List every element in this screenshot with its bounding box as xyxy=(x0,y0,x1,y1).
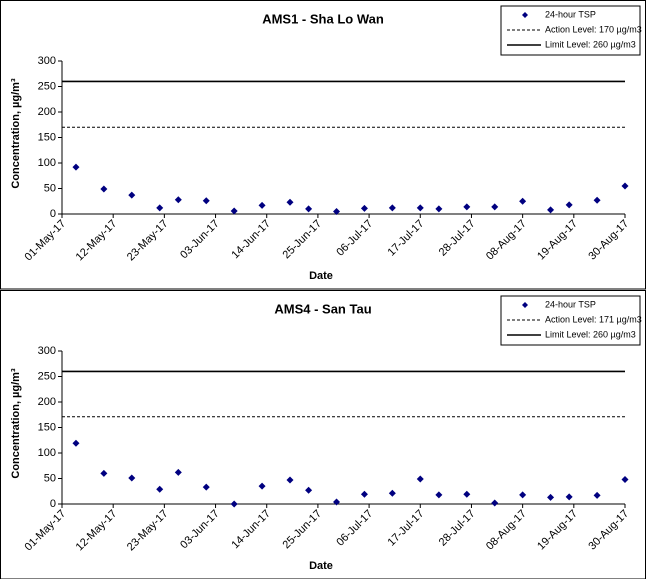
y-tick-label: 0 xyxy=(50,208,56,220)
x-tick-label: 08-Aug-17 xyxy=(484,508,529,553)
x-tick-label: 14-Jun-17 xyxy=(229,218,273,262)
data-point xyxy=(519,491,527,499)
chart-panel: AMS4 - San Tau 0 50 100 150 200 250 300 01-May-1… xyxy=(0,290,646,579)
legend-label: Action Level: 170 µg/m3 xyxy=(545,24,642,34)
data-point xyxy=(360,204,368,212)
data-point xyxy=(547,206,555,214)
x-tick-label: 01-May-17 xyxy=(23,508,69,554)
legend-label: Limit Level: 260 µg/m3 xyxy=(545,329,636,339)
x-tick-label: 28-Jul-17 xyxy=(437,218,478,259)
data-point xyxy=(230,500,238,508)
data-point xyxy=(463,490,471,498)
chart-title: AMS1 - Sha Lo Wan xyxy=(262,11,384,26)
data-point xyxy=(156,204,164,212)
x-tick-label: 17-Jul-17 xyxy=(386,508,427,549)
x-tick-label: 17-Jul-17 xyxy=(386,218,427,259)
data-point xyxy=(435,491,443,499)
x-tick-label: 28-Jul-17 xyxy=(437,508,478,549)
data-point xyxy=(547,493,555,501)
y-tick-label: 250 xyxy=(38,80,56,92)
legend-label: 24-hour TSP xyxy=(545,299,596,309)
y-tick-label: 300 xyxy=(38,55,56,67)
y-tick-label: 300 xyxy=(38,345,56,357)
x-tick-label: 30-Aug-17 xyxy=(586,508,631,553)
data-point xyxy=(333,498,341,506)
x-tick-label: 06-Jul-17 xyxy=(334,508,375,549)
data-point xyxy=(72,439,80,447)
legend-label: Action Level: 171 µg/m3 xyxy=(545,314,642,324)
x-tick-label: 03-Jun-17 xyxy=(178,508,222,552)
x-tick-label: 19-Aug-17 xyxy=(535,218,580,263)
legend-marker xyxy=(522,12,528,18)
legend-label: 24-hour TSP xyxy=(545,9,596,19)
y-tick-label: 150 xyxy=(38,131,56,143)
data-point xyxy=(565,201,573,209)
data-point xyxy=(286,476,294,484)
data-point xyxy=(202,197,210,205)
chart-title: AMS4 - San Tau xyxy=(274,301,371,316)
y-tick-label: 100 xyxy=(38,157,56,169)
y-axis-title: Concentration, µg/m³ xyxy=(10,78,22,189)
y-tick-label: 250 xyxy=(38,370,56,382)
y-axis-title: Concentration, µg/m³ xyxy=(10,368,22,479)
x-axis-title: Date xyxy=(309,270,333,282)
data-point xyxy=(593,491,601,499)
data-point xyxy=(491,499,499,507)
x-tick-label: 12-May-17 xyxy=(74,218,120,264)
data-point xyxy=(416,475,424,483)
data-point xyxy=(174,196,182,204)
x-tick-label: 19-Aug-17 xyxy=(535,508,580,553)
x-tick-label: 08-Aug-17 xyxy=(484,218,529,263)
data-point xyxy=(491,203,499,211)
data-point xyxy=(435,205,443,213)
data-point xyxy=(593,196,601,204)
y-tick-label: 50 xyxy=(44,182,56,194)
x-tick-label: 06-Jul-17 xyxy=(334,218,375,259)
x-tick-label: 23-May-17 xyxy=(125,508,171,554)
data-point xyxy=(360,490,368,498)
data-point xyxy=(388,204,396,212)
data-point xyxy=(305,486,313,494)
data-point xyxy=(258,482,266,490)
y-tick-label: 100 xyxy=(38,447,56,459)
data-point xyxy=(100,469,108,477)
data-point xyxy=(621,182,629,190)
data-point xyxy=(258,201,266,209)
data-point xyxy=(128,474,136,482)
data-point xyxy=(128,191,136,199)
y-tick-label: 200 xyxy=(38,396,56,408)
legend-marker xyxy=(522,302,528,308)
x-tick-label: 23-May-17 xyxy=(125,218,171,264)
x-tick-label: 25-Jun-17 xyxy=(281,508,325,552)
x-tick-label: 14-Jun-17 xyxy=(229,508,273,552)
chart-panel: AMS1 - Sha Lo Wan 0 50 100 150 200 250 300 01-Ma… xyxy=(0,0,646,290)
data-point xyxy=(565,493,573,501)
data-point xyxy=(388,489,396,497)
data-point xyxy=(416,204,424,212)
data-point xyxy=(100,185,108,193)
data-point xyxy=(286,198,294,206)
x-tick-label: 01-May-17 xyxy=(23,218,69,264)
y-tick-label: 0 xyxy=(50,498,56,510)
data-point xyxy=(174,468,182,476)
data-point xyxy=(305,205,313,213)
x-tick-label: 30-Aug-17 xyxy=(586,218,631,263)
y-tick-label: 50 xyxy=(44,472,56,484)
data-point xyxy=(333,207,341,215)
data-point xyxy=(156,485,164,493)
y-tick-label: 150 xyxy=(38,421,56,433)
legend-label: Limit Level: 260 µg/m3 xyxy=(545,39,636,49)
data-point xyxy=(230,207,238,215)
data-point xyxy=(463,203,471,211)
x-axis-title: Date xyxy=(309,560,333,572)
y-tick-label: 200 xyxy=(38,106,56,118)
data-point xyxy=(72,163,80,171)
x-tick-label: 03-Jun-17 xyxy=(178,218,222,262)
data-point xyxy=(621,476,629,484)
data-point xyxy=(202,483,210,491)
data-point xyxy=(519,197,527,205)
x-tick-label: 12-May-17 xyxy=(74,508,120,554)
x-tick-label: 25-Jun-17 xyxy=(281,218,325,262)
